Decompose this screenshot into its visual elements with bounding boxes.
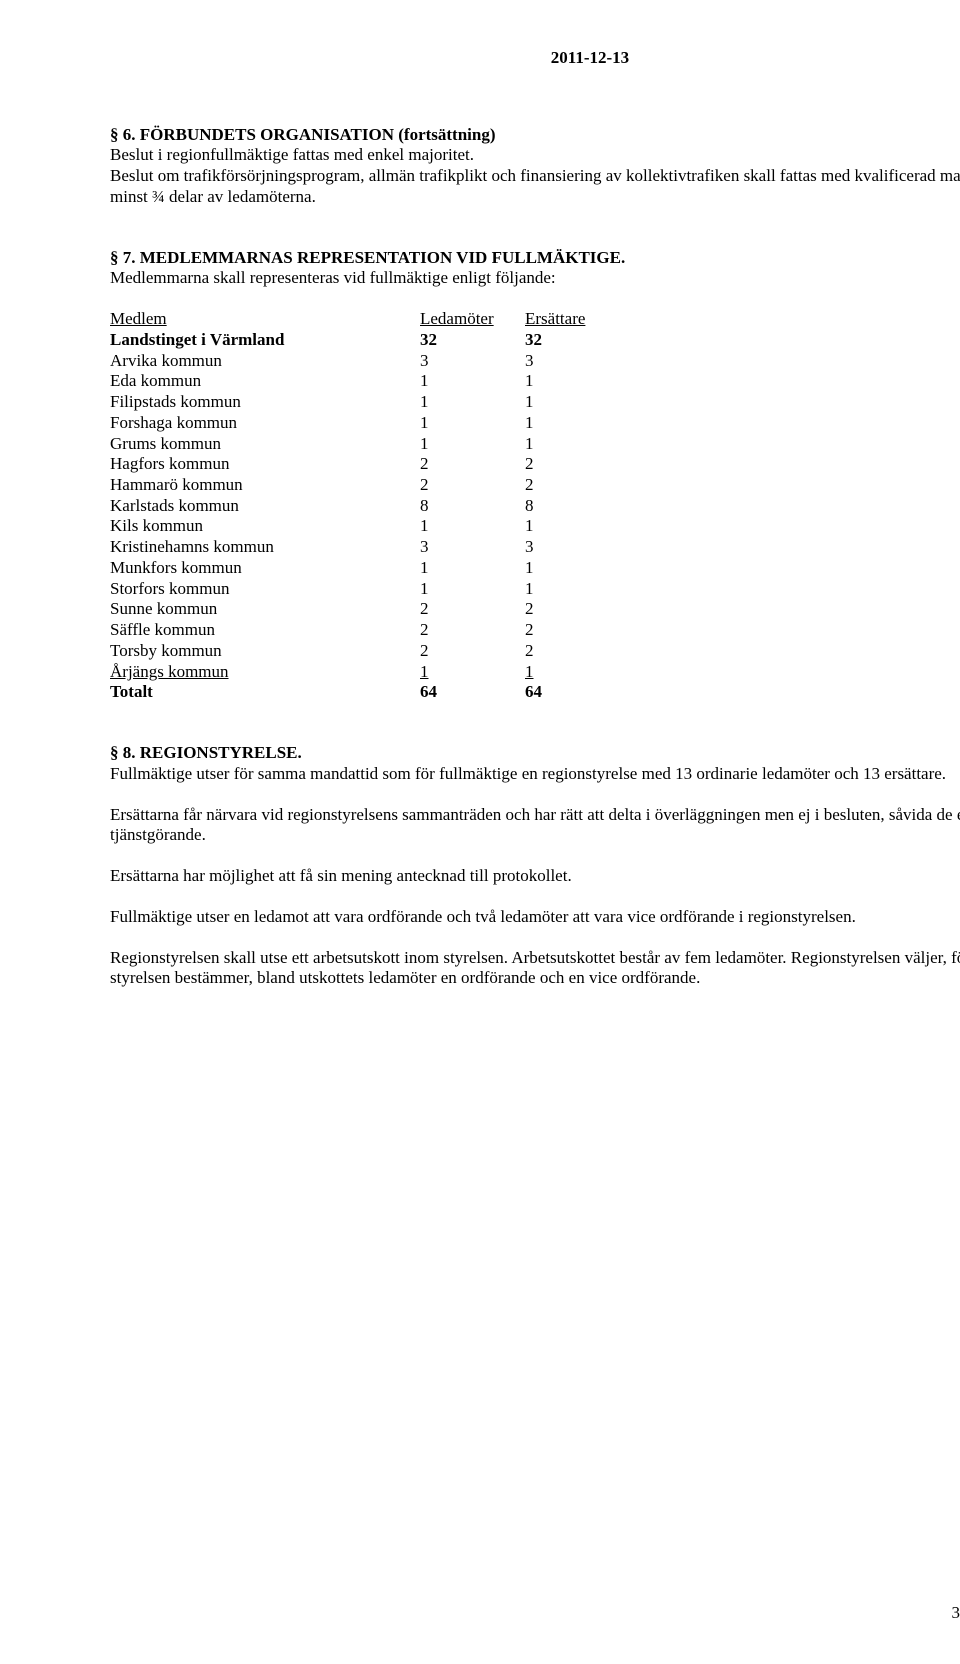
table-cell: 1 [525,516,630,537]
table-cell: 1 [525,579,630,600]
table-cell: Torsby kommun [110,641,420,662]
table-cell: 1 [420,434,525,455]
table-cell: 32 [420,330,525,351]
table-row: Forshaga kommun11 [110,413,630,434]
table-cell: Karlstads kommun [110,496,420,517]
table-row: Hagfors kommun22 [110,454,630,475]
table-cell: 8 [420,496,525,517]
table-row: Kristinehamns kommun33 [110,537,630,558]
section-6-p2: Beslut om trafikförsörjningsprogram, all… [110,166,960,207]
table-row: Totalt6464 [110,682,630,703]
table-row: Storfors kommun11 [110,579,630,600]
section-7: § 7. MEDLEMMARNAS REPRESENTATION VID FUL… [110,248,960,703]
table-row: Landstinget i Värmland3232 [110,330,630,351]
table-cell: 1 [525,392,630,413]
section-8-p4: Fullmäktige utser en ledamot att vara or… [110,907,960,928]
members-table: MedlemLedamöterErsättareLandstinget i Vä… [110,309,630,703]
table-cell: Hammarö kommun [110,475,420,496]
section-6-p1: Beslut i regionfullmäktige fattas med en… [110,145,960,166]
section-8-p3: Ersättarna har möjlighet att få sin meni… [110,866,960,887]
table-row: Grums kommun11 [110,434,630,455]
table-cell: 1 [525,558,630,579]
table-cell: 1 [420,662,525,683]
table-cell: 3 [420,537,525,558]
table-header-cell: Ersättare [525,309,630,330]
table-cell: Storfors kommun [110,579,420,600]
table-cell: 3 [525,351,630,372]
table-cell: 1 [420,413,525,434]
table-row: Arvika kommun33 [110,351,630,372]
table-cell: 2 [420,475,525,496]
table-cell: 2 [525,454,630,475]
table-header-cell: Medlem [110,309,420,330]
table-cell: 1 [525,371,630,392]
section-6-title: § 6. FÖRBUNDETS ORGANISATION (fortsättni… [110,125,960,146]
table-cell: Landstinget i Värmland [110,330,420,351]
table-cell: 8 [525,496,630,517]
table-cell: 2 [420,599,525,620]
table-row: Torsby kommun22 [110,641,630,662]
table-cell: 2 [420,620,525,641]
table-cell: Sunne kommun [110,599,420,620]
section-8-title: § 8. REGIONSTYRELSE. [110,743,960,764]
table-cell: 2 [420,641,525,662]
table-cell: 64 [525,682,630,703]
section-6: § 6. FÖRBUNDETS ORGANISATION (fortsättni… [110,125,960,208]
page-number: 3 [952,1603,960,1624]
table-cell: 2 [420,454,525,475]
section-7-title: § 7. MEDLEMMARNAS REPRESENTATION VID FUL… [110,248,960,269]
table-cell: Filipstads kommun [110,392,420,413]
table-cell: 1 [525,662,630,683]
table-cell: Kils kommun [110,516,420,537]
table-row: Kils kommun11 [110,516,630,537]
table-cell: 1 [420,392,525,413]
table-cell: 64 [420,682,525,703]
table-cell: 1 [420,579,525,600]
table-cell: Kristinehamns kommun [110,537,420,558]
table-cell: 1 [420,516,525,537]
table-cell: Totalt [110,682,420,703]
table-cell: Årjängs kommun [110,662,420,683]
table-cell: 1 [420,371,525,392]
table-row: Säffle kommun22 [110,620,630,641]
section-7-intro: Medlemmarna skall representeras vid full… [110,268,960,289]
table-row: Årjängs kommun11 [110,662,630,683]
table-cell: 32 [525,330,630,351]
table-header-cell: Ledamöter [420,309,525,330]
section-8-p5: Regionstyrelsen skall utse ett arbetsuts… [110,948,960,989]
table-cell: 1 [525,434,630,455]
table-cell: 3 [525,537,630,558]
section-8-p1: Fullmäktige utser för samma mandattid so… [110,764,960,785]
document-date: 2011-12-13 [110,48,960,69]
table-cell: Forshaga kommun [110,413,420,434]
table-cell: 2 [525,641,630,662]
table-cell: 2 [525,620,630,641]
table-row: Hammarö kommun22 [110,475,630,496]
table-cell: Säffle kommun [110,620,420,641]
table-row: Munkfors kommun11 [110,558,630,579]
table-row: Sunne kommun22 [110,599,630,620]
table-cell: Grums kommun [110,434,420,455]
table-cell: Munkfors kommun [110,558,420,579]
table-row: Karlstads kommun88 [110,496,630,517]
table-row: Filipstads kommun11 [110,392,630,413]
table-cell: 1 [420,558,525,579]
table-cell: 2 [525,475,630,496]
table-row: Eda kommun11 [110,371,630,392]
table-cell: 1 [525,413,630,434]
table-cell: Arvika kommun [110,351,420,372]
table-cell: Eda kommun [110,371,420,392]
section-8-p2: Ersättarna får närvara vid regionstyrels… [110,805,960,846]
table-cell: 3 [420,351,525,372]
table-cell: Hagfors kommun [110,454,420,475]
section-8: § 8. REGIONSTYRELSE. Fullmäktige utser f… [110,743,960,989]
table-cell: 2 [525,599,630,620]
